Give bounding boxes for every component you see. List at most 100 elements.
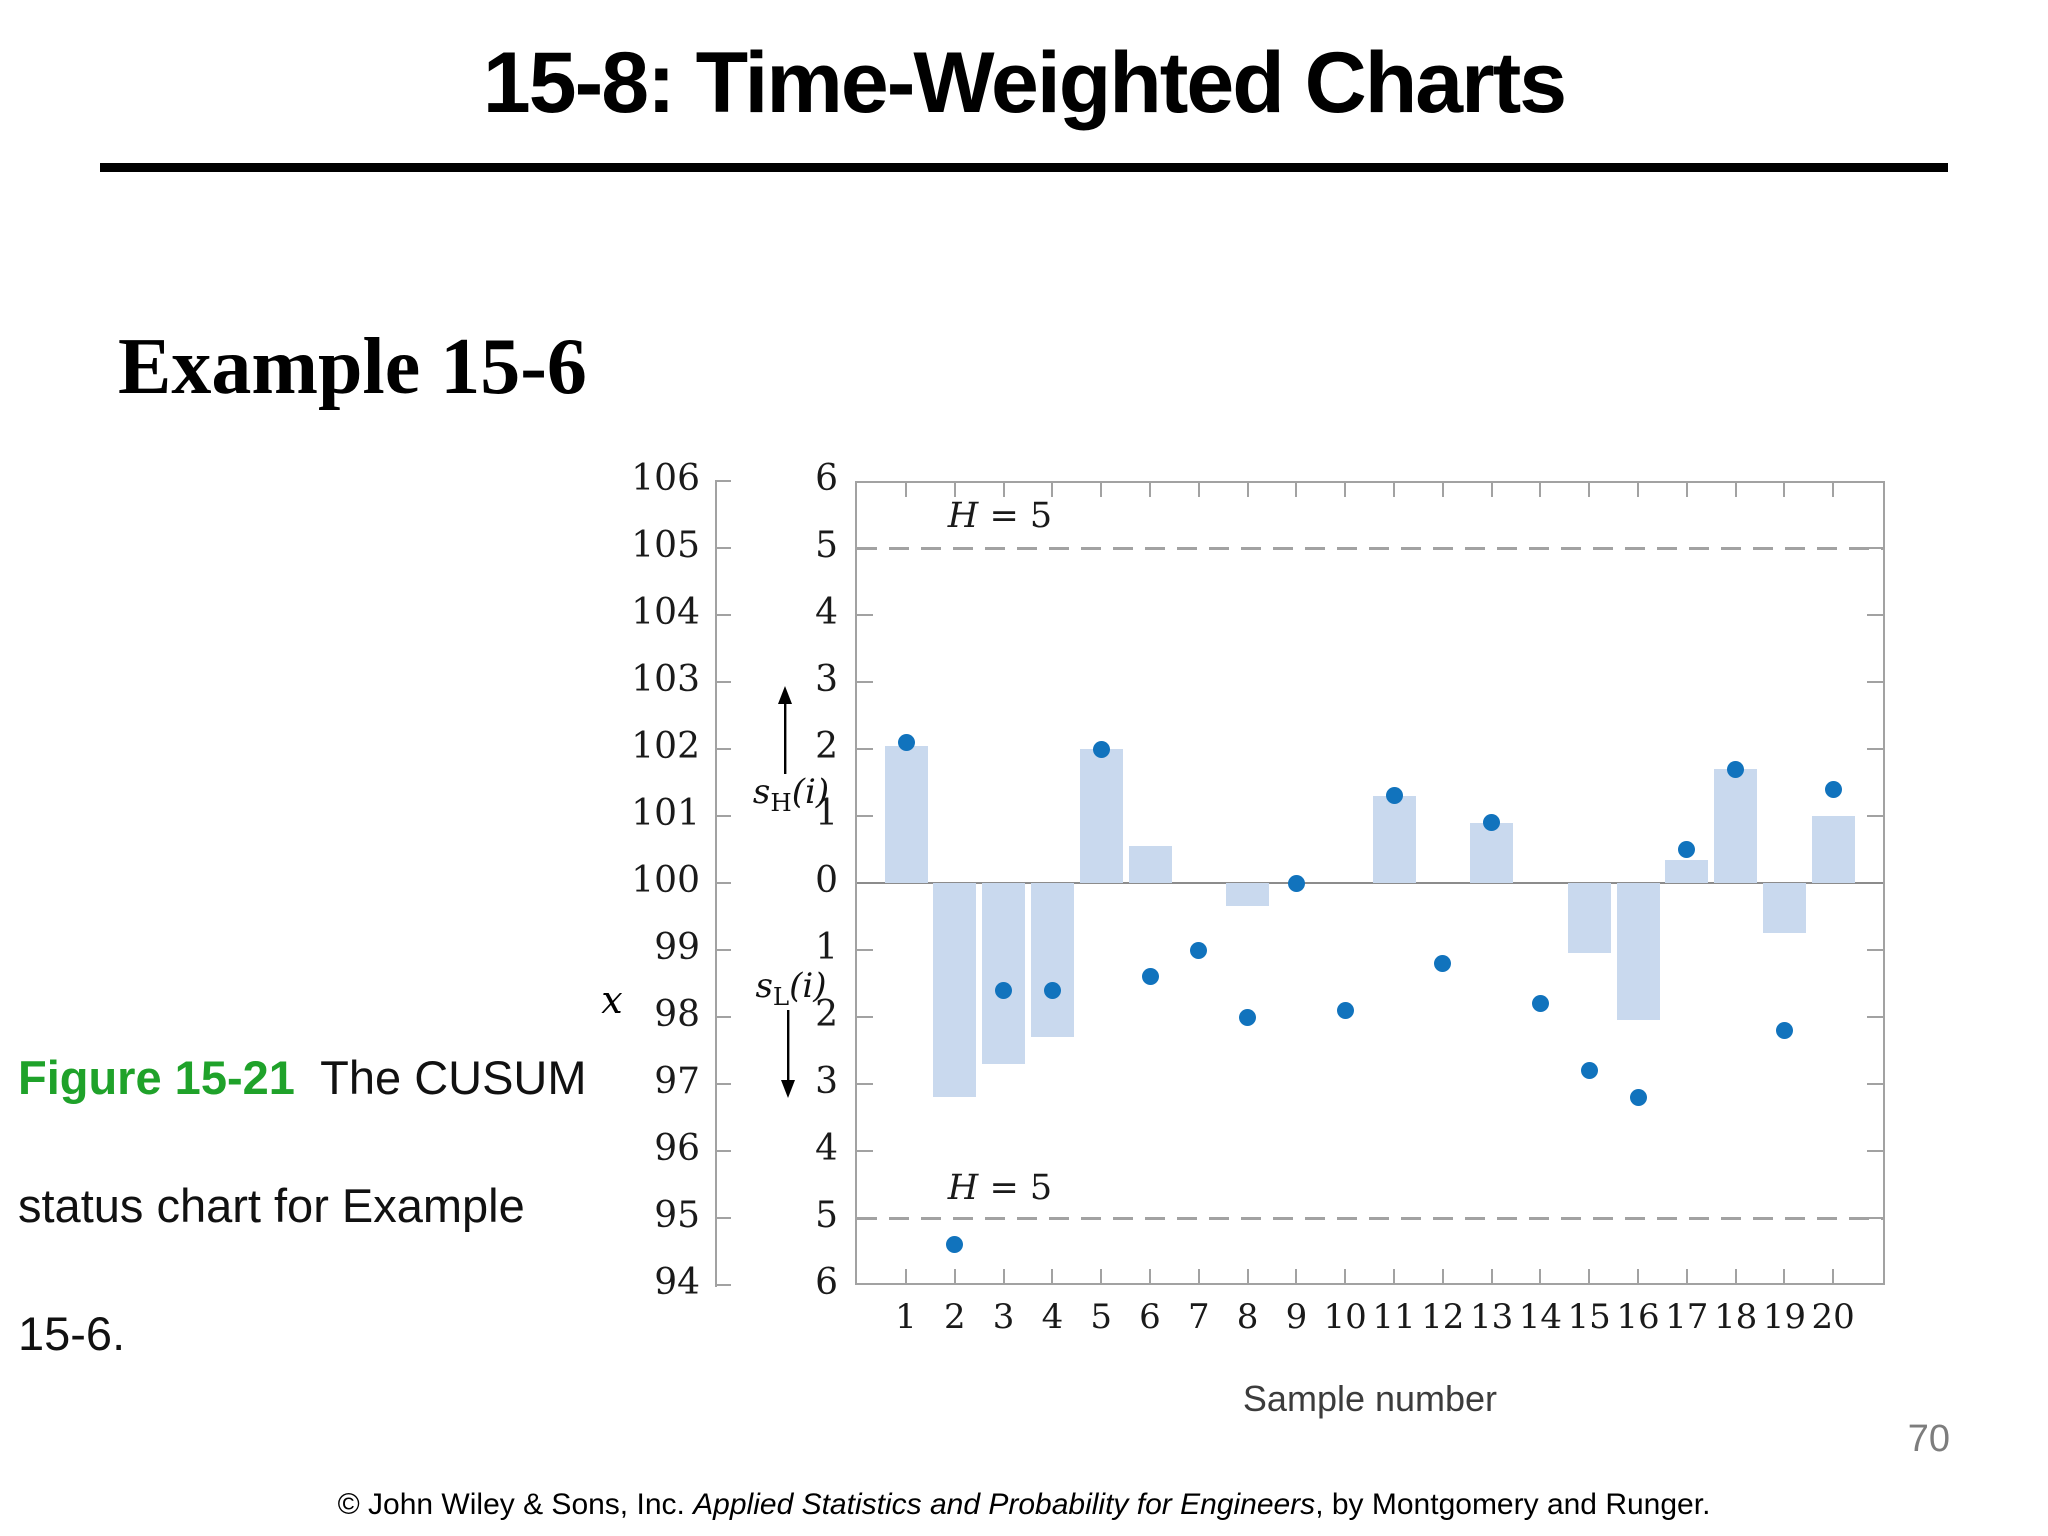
xbar-point [995, 981, 1013, 999]
frame-tick-left [857, 1083, 873, 1085]
cusum-axis-tick-label: 0 [815, 860, 838, 901]
frame-tick-right [1867, 949, 1883, 951]
xbar-axis-tick-label: 94 [654, 1262, 700, 1303]
xbar-point [1092, 740, 1110, 758]
frame-tick-top [1197, 483, 1200, 497]
xbar-axis-tick-label: 104 [631, 592, 700, 633]
xbar-axis-tick-label: 98 [654, 994, 700, 1035]
frame-tick-bottom [1295, 1269, 1298, 1283]
frame-tick-bottom [1588, 1269, 1591, 1283]
xbar-point [1141, 968, 1159, 986]
xbar-point [1043, 981, 1061, 999]
xbar-axis-tick-label: 95 [654, 1195, 700, 1236]
cusum-bar-lower [1030, 883, 1074, 1038]
cusum-axis-tick-label: 1 [815, 927, 838, 968]
xbar-point [1629, 1088, 1647, 1106]
lower-cusum-label: sL(i) [736, 966, 846, 1011]
xbar-axis-tick [715, 882, 731, 884]
xbar-axis-tick [715, 1217, 731, 1219]
sample-tick-label: 4 [1041, 1297, 1064, 1337]
slide-title: 15-8: Time-Weighted Charts [482, 35, 1567, 131]
sample-tick-label: 17 [1665, 1297, 1709, 1337]
page-number: 70 [1907, 1418, 1950, 1460]
xbar-point [1385, 787, 1403, 805]
xbar-axis-tick [715, 1150, 731, 1152]
xbar-axis-tick-label: 99 [654, 927, 700, 968]
sh-base: s [752, 772, 771, 812]
h-var: H [947, 496, 979, 536]
x-axis-label: x [601, 978, 623, 1022]
frame-tick-top [1344, 483, 1347, 497]
sample-tick-label: 7 [1187, 1297, 1210, 1337]
sample-tick-label: 6 [1139, 1297, 1161, 1337]
decision-interval-label-top: H = 5 [920, 496, 1080, 536]
cusum-bar-upper [1470, 822, 1514, 883]
sample-tick-label: 15 [1567, 1297, 1611, 1337]
footer-suffix: , by Montgomery and Runger. [1315, 1488, 1711, 1521]
figure-caption-line2: status chart for Example [18, 1179, 525, 1232]
xbar-axis-tick-label: 106 [631, 458, 700, 499]
sample-tick-label: 1 [895, 1297, 917, 1337]
cusum-bar-upper [884, 745, 928, 883]
xbar-point [1727, 760, 1745, 778]
frame-tick-top [1441, 483, 1444, 497]
xbar-point [1483, 814, 1501, 832]
sl-base: s [755, 966, 773, 1006]
frame-tick-top [1149, 483, 1151, 497]
x-axis-title: Sample number [1242, 1378, 1498, 1419]
frame-tick-top [1393, 483, 1395, 497]
figure-caption-line1: The CUSUM [294, 1051, 587, 1104]
xbar-axis-tick [715, 748, 731, 750]
copyright-footer: © John Wiley & Sons, Inc. Applied Statis… [0, 1488, 2048, 1522]
frame-tick-right [1867, 1150, 1883, 1152]
xbar-point [946, 1236, 964, 1254]
sample-tick-label: 19 [1762, 1297, 1807, 1337]
frame-tick-top [1588, 483, 1591, 497]
frame-tick-right [1867, 1083, 1883, 1085]
sl-rest: (i) [789, 966, 827, 1006]
xbar-point [897, 733, 915, 751]
sample-tick-label: 9 [1285, 1297, 1308, 1337]
cusum-bar-lower [1762, 883, 1806, 934]
sample-tick-label: 3 [992, 1297, 1015, 1337]
frame-tick-top [1051, 483, 1054, 497]
frame-tick-bottom [905, 1269, 907, 1283]
cusum-axis-tick-label: 3 [815, 659, 838, 700]
frame-tick-top [1539, 483, 1542, 497]
figure-caption-line3: 15-6. [18, 1307, 126, 1360]
xbar-axis-tick-label: 100 [631, 860, 700, 901]
cusum-axis-tick-label: 1 [815, 793, 838, 834]
cusum-bar-lower [1616, 883, 1660, 1021]
title-rule [100, 163, 1948, 172]
footer-book-title: Applied Statistics and Probability for E… [693, 1488, 1316, 1521]
xbar-axis-tick [715, 547, 731, 549]
xbar-axis-tick-label: 102 [631, 726, 700, 767]
frame-tick-bottom [1441, 1269, 1444, 1283]
footer-prefix: © John Wiley & Sons, Inc. [337, 1488, 694, 1521]
sample-tick-label: 16 [1616, 1297, 1660, 1337]
frame-tick-top [1637, 483, 1639, 497]
frame-tick-top [1246, 483, 1249, 497]
sl-sub: L [772, 981, 790, 1011]
sample-tick-label: 2 [943, 1297, 966, 1337]
frame-tick-bottom [1246, 1269, 1249, 1283]
frame-tick-top [905, 483, 907, 497]
frame-tick-top [1685, 483, 1688, 497]
sh-rest: (i) [791, 772, 830, 812]
xbar-point [1580, 1062, 1598, 1080]
sample-tick-label: 10 [1323, 1297, 1367, 1337]
cusum-bar-lower [982, 883, 1026, 1064]
xbar-axis-line [715, 481, 717, 1287]
frame-tick-bottom [1539, 1269, 1542, 1283]
xbar-point [1190, 941, 1208, 959]
frame-tick-bottom [1734, 1269, 1737, 1283]
xbar-point [1434, 954, 1452, 972]
h-rest: = 5 [978, 496, 1053, 536]
frame-tick-right [1867, 614, 1883, 616]
sample-tick-label: 11 [1372, 1297, 1416, 1337]
decision-interval-line [857, 1217, 1883, 1220]
frame-tick-top [1295, 483, 1298, 497]
frame-tick-bottom [1393, 1269, 1395, 1283]
xbar-point [1824, 780, 1842, 798]
h-var-2: H [947, 1168, 979, 1208]
